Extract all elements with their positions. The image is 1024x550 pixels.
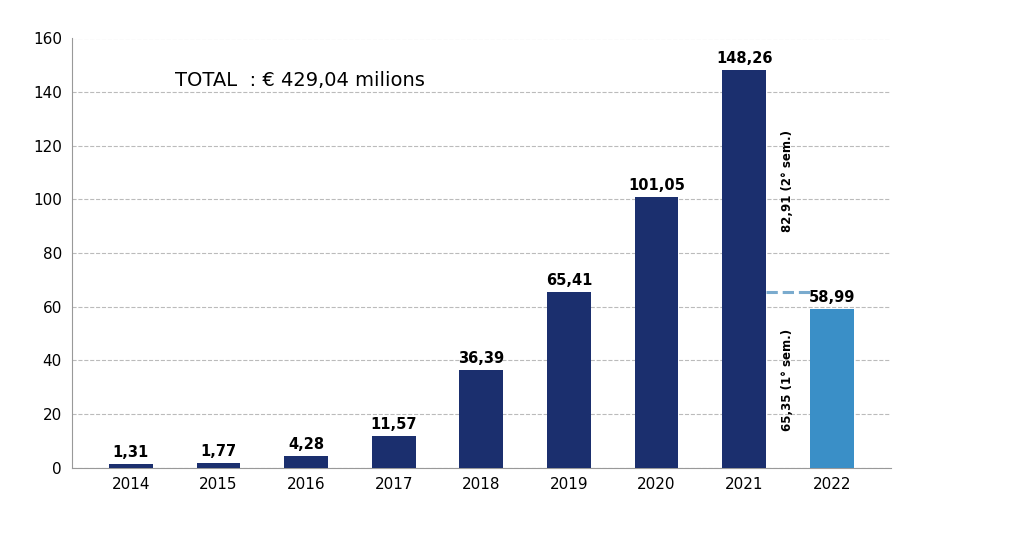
- Text: 65,35 (1° sem.): 65,35 (1° sem.): [781, 329, 795, 431]
- Text: TOTAL  : € 429,04 milions: TOTAL : € 429,04 milions: [175, 70, 425, 90]
- Bar: [284, 456, 328, 468]
- Bar: [372, 437, 416, 468]
- Bar: [635, 196, 679, 468]
- Text: 148,26: 148,26: [716, 51, 772, 66]
- Bar: [197, 463, 241, 468]
- Text: 36,39: 36,39: [458, 351, 505, 366]
- Text: 11,57: 11,57: [371, 417, 417, 432]
- Text: 101,05: 101,05: [628, 178, 685, 192]
- Text: 82,91 (2° sem.): 82,91 (2° sem.): [781, 130, 795, 232]
- Bar: [460, 370, 503, 468]
- Text: 4,28: 4,28: [288, 437, 325, 452]
- Bar: [109, 464, 153, 468]
- Text: 58,99: 58,99: [809, 290, 855, 305]
- Bar: [722, 70, 766, 468]
- Bar: [547, 292, 591, 468]
- Text: 1,31: 1,31: [113, 445, 148, 460]
- Text: 1,77: 1,77: [201, 444, 237, 459]
- Text: 65,41: 65,41: [546, 273, 592, 288]
- Bar: [810, 309, 854, 468]
